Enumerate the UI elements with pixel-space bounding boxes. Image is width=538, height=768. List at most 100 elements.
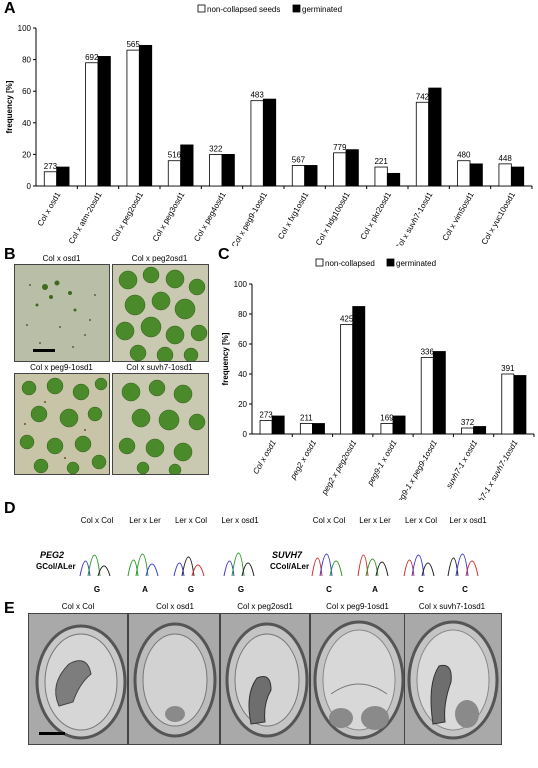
bar-germinated — [510, 166, 525, 187]
y-tick-label: 40 — [22, 119, 31, 128]
y-axis-label: frequency [%] — [5, 80, 14, 133]
seedling-photo-col-osd1 — [14, 264, 110, 362]
seed-section-col-osd1 — [128, 613, 220, 745]
suvh7-gene-label: SUVH7 — [272, 550, 303, 560]
peg2-base-2: A — [142, 585, 148, 594]
bar-germinated — [271, 415, 285, 435]
bar-noncollapsed — [333, 152, 347, 187]
panel-letter-c: C — [218, 246, 230, 263]
x-tick-label: Col x peg3osd1 — [151, 190, 187, 243]
bar-noncollapsed — [85, 62, 99, 187]
panel-b-title-1: Col x osd1 — [42, 254, 81, 263]
panel-letter-b: B — [4, 246, 16, 263]
chart-c: 0 20 40 60 80 100 frequency [%] 273 Col x osd1 2… — [221, 258, 535, 500]
panel-e-title-1: Col x Col — [61, 602, 95, 611]
bar-noncollapsed — [380, 423, 394, 435]
count-label: 516 — [168, 151, 182, 160]
bar-germinated — [97, 56, 111, 187]
panel-letter-d: D — [4, 500, 16, 517]
panel-b-title-3: Col x peg9-1osd1 — [30, 363, 93, 372]
bar-noncollapsed — [209, 153, 223, 187]
bar-germinated — [262, 98, 277, 187]
legend-label: non-collapsed — [325, 259, 375, 268]
y-axis-label: frequency [%] — [221, 332, 230, 385]
bar-germinated — [180, 144, 194, 187]
bar-germinated — [428, 87, 442, 187]
suvh7-cross-4: Ler x osd1 — [449, 516, 487, 525]
bar-noncollapsed — [420, 357, 434, 435]
count-label: 425 — [340, 315, 354, 324]
legend-swatch — [292, 4, 301, 13]
bar-noncollapsed — [374, 166, 388, 187]
legend-label: germinated — [396, 259, 436, 268]
bar-germinated — [312, 423, 325, 435]
bar-noncollapsed — [501, 373, 515, 435]
suvh7-cross-1: Col x Col — [312, 516, 346, 525]
panel-e-title-2: Col x osd1 — [156, 602, 194, 611]
peg2-cross-4: Ler x osd1 — [221, 516, 259, 525]
seed-section-col-peg9osd1 — [310, 613, 406, 745]
count-label: 211 — [300, 414, 313, 423]
bar-germinated — [352, 306, 366, 435]
x-tick-label: Col x peg4osd1 — [192, 190, 228, 243]
x-tick-label: Col x peg9-1osd1 — [230, 190, 269, 246]
panel-b-title-4: Col x suvh7-1osd1 — [126, 363, 193, 372]
peg2-base-3: G — [187, 585, 195, 594]
suvh7-cross-2: Ler x Ler — [359, 516, 391, 525]
legend-swatch — [197, 4, 206, 13]
bar-noncollapsed — [126, 49, 140, 187]
x-tick-label: Col x osd1 — [251, 439, 278, 476]
bar-noncollapsed — [415, 101, 430, 187]
count-label: 273 — [44, 162, 58, 171]
peg2-base-1: G — [93, 585, 101, 594]
peg2-gene-label: PEG2 — [40, 550, 65, 560]
legend-label: non-collapsed seeds — [207, 5, 280, 14]
panel-d: PEG2 GCol/ALer SUVH7 CCol/ALer Col x Col… — [0, 510, 538, 600]
seed-section-col-col — [28, 613, 128, 745]
panel-e-title-4: Col x peg9-1osd1 — [326, 602, 389, 611]
suvh7-base-2: A — [372, 585, 378, 594]
x-tick-label: Col x yuc10osd1 — [480, 190, 518, 246]
y-tick-label: 100 — [234, 280, 248, 289]
panel-b-title-2: Col x peg2osd1 — [131, 254, 188, 263]
y-tick-label: 100 — [18, 24, 32, 33]
suvh7-base-3: C — [418, 585, 424, 594]
panel-letter-a: A — [4, 0, 16, 17]
peg2-base-4: G — [237, 585, 245, 594]
bar-noncollapsed — [250, 100, 264, 187]
y-tick-label: 80 — [22, 56, 31, 65]
x-tick-label: Col x osd1 — [36, 190, 63, 228]
peg2-cross-1: Col x Col — [80, 516, 114, 525]
legend-swatch — [386, 258, 395, 267]
y-tick-label: 20 — [22, 150, 31, 159]
scale-bar — [39, 732, 65, 735]
x-tick-label: Col x vim5osd1 — [441, 190, 476, 242]
panel-e-title-5: Col x suvh7-1osd1 — [418, 602, 486, 611]
count-label: 692 — [85, 53, 99, 62]
y-tick-label: 40 — [238, 370, 247, 379]
bar-germinated — [513, 375, 527, 435]
suvh7-base-1: C — [326, 585, 332, 594]
count-label: 336 — [421, 348, 435, 357]
bar-germinated — [469, 163, 483, 187]
bar-germinated — [56, 166, 70, 187]
x-tick-label: Col x peg2osd1 — [109, 190, 145, 243]
suvh7-base-4: C — [462, 585, 468, 594]
bar-noncollapsed — [43, 171, 58, 187]
bar-germinated — [345, 149, 359, 187]
bar-noncollapsed — [457, 160, 471, 187]
bar-germinated — [138, 44, 153, 187]
count-label: 322 — [209, 144, 223, 153]
count-label: 480 — [457, 151, 471, 160]
legend-swatch — [315, 258, 324, 267]
count-label: 273 — [259, 411, 273, 420]
x-tick-label: peg9-1 x osd1 — [365, 439, 399, 488]
count-label: 221 — [374, 157, 388, 166]
x-tick-label: Col x suvh7-1osd1 — [393, 190, 434, 246]
count-label: 483 — [250, 91, 264, 100]
count-label: 391 — [501, 364, 515, 373]
panel-e-title-3: Col x peg2osd1 — [237, 602, 293, 611]
bar-noncollapsed — [340, 324, 354, 435]
peg2-allele-label: GCol/ALer — [36, 562, 76, 571]
legend-label: germinated — [302, 5, 342, 14]
